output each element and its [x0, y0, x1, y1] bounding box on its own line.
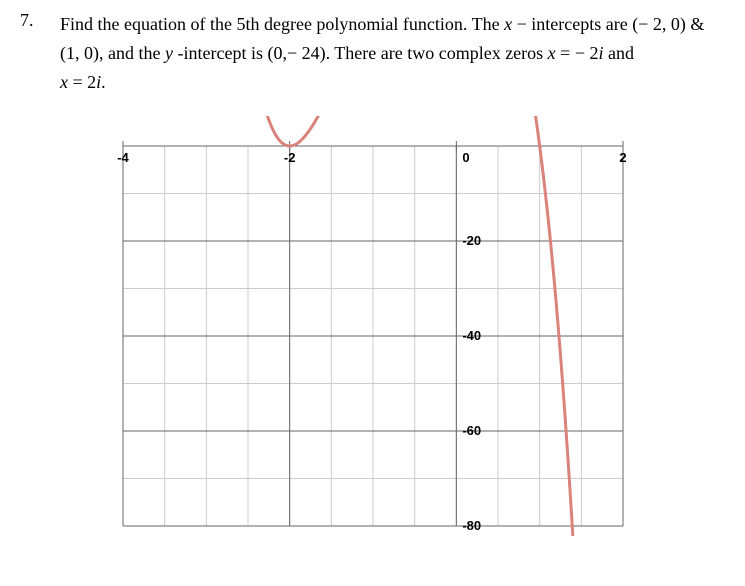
problem-text: Find the equation of the 5th degree poly…	[60, 10, 704, 96]
complex-2: 2	[83, 72, 97, 92]
svg-text:-40: -40	[462, 328, 481, 343]
x-var: x	[504, 14, 512, 34]
x-var-2: x	[548, 43, 556, 63]
y-intercept: (0,− 24)	[267, 43, 325, 63]
text-1b: intercepts are	[527, 14, 632, 34]
problem-container: 7. Find the equation of the 5th degree p…	[20, 10, 725, 96]
svg-text:-80: -80	[462, 518, 481, 533]
y-var: y	[165, 43, 173, 63]
problem-number: 7.	[20, 10, 44, 31]
and-text: and	[604, 43, 635, 63]
svg-text:-2: -2	[283, 150, 295, 165]
svg-text:2: 2	[619, 150, 626, 165]
text-2c: . There are two complex zeros	[326, 43, 548, 63]
x-intercept-1: (− 2, 0)	[632, 14, 686, 34]
text-1: Find the equation of the 5th degree poly…	[60, 14, 504, 34]
x-var-3: x	[60, 72, 68, 92]
text-2b: -intercept is	[173, 43, 267, 63]
svg-text:-20: -20	[462, 233, 481, 248]
svg-text:-4: -4	[117, 150, 129, 165]
chart-container: -4-202-20-40-60-80	[20, 116, 725, 536]
svg-text:0: 0	[462, 150, 469, 165]
svg-text:-60: -60	[462, 423, 481, 438]
polynomial-chart: -4-202-20-40-60-80	[93, 116, 653, 536]
period: .	[101, 72, 106, 92]
complex-1: − 2	[570, 43, 598, 63]
text-2a: , and the	[99, 43, 165, 63]
x-intercept-2: (1, 0)	[60, 43, 99, 63]
ampersand: &	[686, 14, 705, 34]
